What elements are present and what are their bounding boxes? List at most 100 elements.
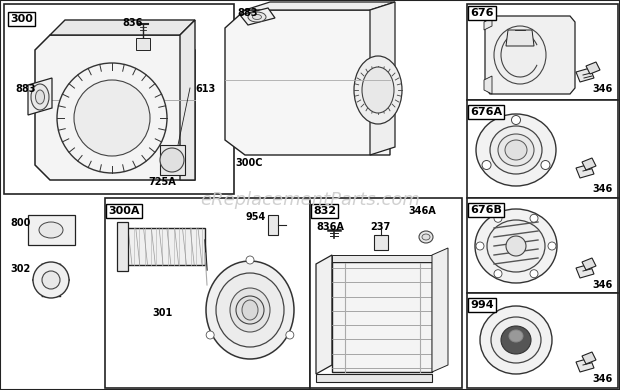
Ellipse shape	[248, 12, 266, 22]
Ellipse shape	[505, 140, 527, 160]
Ellipse shape	[216, 273, 284, 347]
Polygon shape	[316, 255, 332, 374]
Text: 346: 346	[592, 374, 613, 384]
Ellipse shape	[39, 222, 63, 238]
Bar	[467, 293, 618, 388]
Ellipse shape	[494, 26, 546, 84]
Text: 300: 300	[10, 14, 33, 24]
Circle shape	[548, 242, 556, 250]
Text: 346: 346	[592, 84, 613, 94]
Ellipse shape	[206, 261, 294, 359]
Text: 346: 346	[592, 280, 613, 290]
Ellipse shape	[354, 56, 402, 124]
Text: 237: 237	[370, 222, 390, 232]
Polygon shape	[268, 215, 278, 235]
Circle shape	[33, 262, 69, 298]
Ellipse shape	[230, 288, 270, 332]
Ellipse shape	[498, 134, 534, 166]
Circle shape	[74, 80, 150, 156]
Circle shape	[530, 214, 538, 222]
Polygon shape	[484, 18, 492, 30]
Text: 613: 613	[195, 84, 215, 94]
Text: 346A: 346A	[408, 206, 436, 216]
Text: 836: 836	[122, 18, 143, 28]
Bar	[467, 100, 618, 198]
Polygon shape	[576, 358, 594, 372]
Ellipse shape	[242, 300, 258, 320]
Text: 346: 346	[592, 184, 613, 194]
Polygon shape	[586, 62, 600, 74]
Circle shape	[482, 161, 491, 170]
Ellipse shape	[252, 14, 262, 20]
Polygon shape	[35, 35, 195, 180]
Circle shape	[494, 270, 502, 278]
Text: 836A: 836A	[316, 222, 344, 232]
Polygon shape	[125, 228, 205, 265]
Ellipse shape	[491, 317, 541, 363]
Text: 994: 994	[470, 300, 494, 310]
Circle shape	[512, 115, 521, 124]
Bar	[467, 198, 618, 293]
Text: 954: 954	[246, 212, 266, 222]
Text: 676B: 676B	[470, 205, 502, 215]
Polygon shape	[485, 16, 575, 94]
Circle shape	[42, 271, 60, 289]
Polygon shape	[374, 235, 388, 250]
Polygon shape	[28, 215, 75, 245]
Ellipse shape	[509, 330, 523, 342]
Polygon shape	[332, 255, 432, 262]
Circle shape	[494, 214, 502, 222]
Text: 300C: 300C	[235, 158, 262, 168]
Circle shape	[530, 270, 538, 278]
Ellipse shape	[490, 126, 542, 174]
Circle shape	[57, 63, 167, 173]
Polygon shape	[576, 164, 594, 178]
Circle shape	[206, 331, 214, 339]
Polygon shape	[582, 158, 596, 170]
Polygon shape	[160, 145, 185, 175]
Polygon shape	[582, 352, 596, 364]
Circle shape	[506, 236, 526, 256]
Bar	[4, 4, 234, 194]
Text: 832: 832	[313, 206, 336, 216]
Circle shape	[246, 256, 254, 264]
Ellipse shape	[480, 306, 552, 374]
Ellipse shape	[501, 326, 531, 354]
Polygon shape	[484, 76, 492, 94]
Text: 676A: 676A	[470, 107, 502, 117]
Polygon shape	[50, 20, 195, 35]
Polygon shape	[432, 248, 448, 372]
Text: 301: 301	[152, 308, 172, 318]
Bar	[310, 198, 462, 388]
Polygon shape	[576, 264, 594, 278]
Text: 725A: 725A	[148, 177, 175, 187]
Polygon shape	[576, 68, 594, 82]
Text: eReplacementParts.com: eReplacementParts.com	[200, 191, 420, 209]
Ellipse shape	[487, 220, 545, 272]
Polygon shape	[370, 2, 395, 155]
Circle shape	[476, 242, 484, 250]
Polygon shape	[180, 20, 195, 180]
Text: 676: 676	[470, 8, 494, 18]
Circle shape	[236, 296, 264, 324]
Ellipse shape	[419, 231, 433, 243]
Polygon shape	[225, 10, 390, 155]
Circle shape	[541, 161, 550, 170]
Text: 800: 800	[10, 218, 30, 228]
Ellipse shape	[31, 84, 49, 110]
Bar	[105, 198, 310, 388]
Polygon shape	[582, 258, 596, 270]
Polygon shape	[316, 374, 432, 382]
Text: 300A: 300A	[108, 206, 140, 216]
Circle shape	[160, 148, 184, 172]
Ellipse shape	[422, 234, 430, 240]
Polygon shape	[28, 78, 52, 115]
Ellipse shape	[475, 209, 557, 283]
Ellipse shape	[362, 67, 394, 113]
Polygon shape	[332, 262, 432, 372]
Polygon shape	[506, 30, 534, 46]
Ellipse shape	[476, 114, 556, 186]
Text: 302: 302	[10, 264, 30, 274]
Text: 883: 883	[237, 8, 257, 18]
Polygon shape	[136, 38, 150, 50]
